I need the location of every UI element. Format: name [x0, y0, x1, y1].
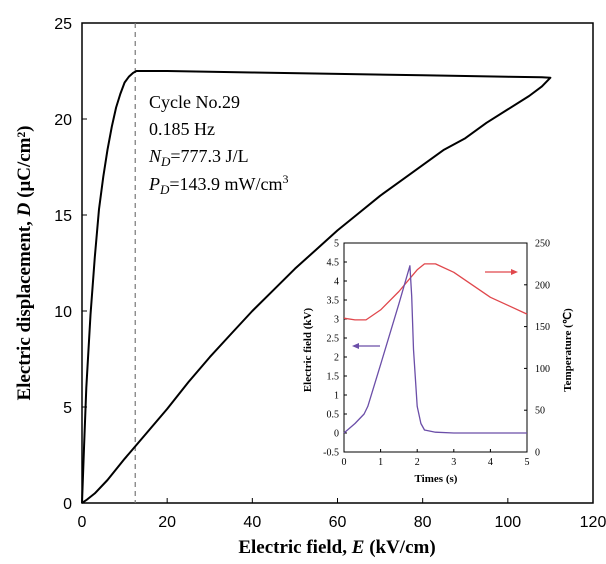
inset-y2-tick-label: 50 — [535, 406, 545, 417]
x-axis-title: Electric field, E (kV/cm) — [238, 537, 435, 558]
inset-y2-tick-label: 150 — [535, 322, 550, 333]
inset-y2-tick-label: 0 — [535, 448, 540, 459]
inset-x-tick-label: 0 — [342, 457, 347, 468]
main-marks — [81, 23, 552, 504]
inset-series-line-1 — [343, 265, 527, 434]
y-tick-label: 0 — [63, 496, 72, 513]
inset-y2-tick-label: 100 — [535, 364, 550, 375]
inset-y-tick-label: 2.5 — [327, 334, 340, 345]
inset-marks — [343, 263, 528, 434]
x-tick-label: 0 — [78, 514, 87, 531]
inset-y-tick-label: 3.5 — [327, 296, 340, 307]
inset-y-tick-label: 1.5 — [327, 372, 340, 383]
x-tick-label: 80 — [414, 514, 432, 531]
temperature-arrow — [485, 269, 518, 275]
y-tick-label: 10 — [54, 304, 72, 321]
x-tick-label: 60 — [329, 514, 347, 531]
field-arrow — [352, 343, 380, 349]
y-tick-label: 5 — [63, 400, 72, 417]
inset-chart: 0 1 2 3 4 5-0.500.511.522.533.544.55050100150… — [302, 239, 574, 486]
inset-x-tick-label: 5 — [525, 457, 530, 468]
inset-y-tick-label: 5 — [334, 239, 339, 250]
frequency-label: 0.185 Hz — [149, 119, 215, 139]
x-tick-label: 20 — [158, 514, 176, 531]
inset-y-title: Electric field (kV) — [302, 308, 314, 393]
inset-y2-tick-label: 250 — [535, 239, 550, 250]
inset-y-tick-label: 4 — [334, 277, 339, 288]
inset-x-tick-label: 3 — [451, 457, 456, 468]
pd-label: PD=143.9 mW/cm3 — [148, 172, 289, 197]
inset-y-tick-label: 0 — [334, 429, 339, 440]
inset-y-tick-label: 1 — [334, 391, 339, 402]
inset-y2-title: Temperature (℃) — [562, 308, 574, 392]
inset-frame — [343, 242, 528, 453]
inset-y-tick-label: -0.5 — [323, 448, 339, 459]
inset-y2-tick-label: 200 — [535, 280, 550, 291]
y-tick-label: 15 — [54, 208, 72, 225]
y-tick-label: 20 — [54, 112, 72, 129]
series-line-0 — [81, 70, 552, 504]
inset-x-tick-label: 1 — [378, 457, 383, 468]
cycle-label: Cycle No.29 — [149, 92, 240, 112]
y-axis-title: Electric displacement, D (μC/cm²) — [14, 125, 35, 400]
inset-x-title: Times (s) — [415, 473, 458, 485]
inset-x-tick-label: 2 — [415, 457, 420, 468]
inset-y-tick-label: 0.5 — [327, 410, 340, 421]
y-tick-label: 25 — [54, 16, 72, 33]
x-tick-label: 40 — [243, 514, 261, 531]
inset-series-line-0 — [343, 263, 528, 321]
inset-ticks: 0 1 2 3 4 5-0.500.511.522.533.544.55050100150… — [323, 239, 550, 469]
inset-y-tick-label: 2 — [334, 353, 339, 364]
x-tick-label: 120 — [580, 514, 606, 531]
inset-x-tick-label: 4 — [488, 457, 493, 468]
nd-label: ND=777.3 J/L — [148, 146, 249, 169]
inset-y-tick-label: 4.5 — [327, 258, 340, 269]
annotations: Cycle No.29 0.185 Hz ND=777.3 J/L PD=143… — [148, 92, 289, 197]
x-tick-label: 100 — [494, 514, 521, 531]
inset-y-tick-label: 3 — [334, 315, 339, 326]
